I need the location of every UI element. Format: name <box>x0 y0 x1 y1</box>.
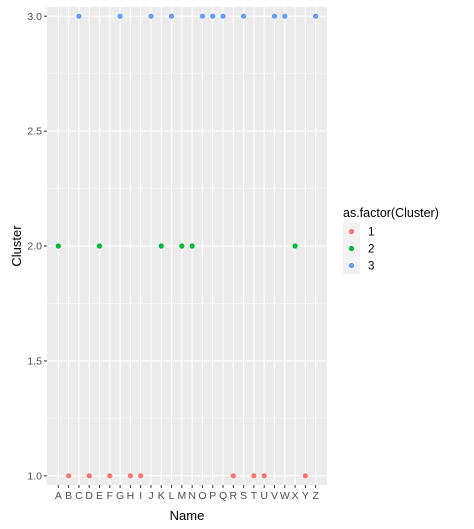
data-point <box>220 13 226 19</box>
legend-label: 1 <box>368 227 374 239</box>
data-point <box>302 473 308 479</box>
x-tick-label: C <box>75 490 83 502</box>
x-tick-label: E <box>96 490 103 502</box>
y-tick-label: 2.5 <box>27 126 42 138</box>
data-point <box>76 13 82 19</box>
y-axis-title: Cluster <box>9 225 24 267</box>
x-tick-label: Y <box>302 490 309 502</box>
data-points <box>55 13 319 479</box>
x-tick-label: G <box>116 490 124 502</box>
data-point <box>199 13 206 19</box>
x-tick-label: F <box>107 490 113 502</box>
data-point <box>86 473 92 479</box>
x-tick-label: R <box>230 490 238 502</box>
data-point <box>117 13 123 19</box>
data-point <box>107 473 113 479</box>
x-tick-label: D <box>85 490 93 502</box>
x-tick-label: I <box>139 490 142 502</box>
x-axis-title: Name <box>170 508 205 523</box>
x-tick-label: O <box>198 490 206 502</box>
y-tick-label: 1.0 <box>27 470 42 482</box>
data-point <box>158 243 164 249</box>
legend: as.factor(Cluster) 1 2 3 <box>343 206 439 274</box>
x-tick-label: S <box>240 490 247 502</box>
data-point <box>251 473 257 479</box>
legend-swatch <box>348 245 355 252</box>
x-tick-label: N <box>188 490 196 502</box>
x-tick-label: J <box>148 490 153 502</box>
x-tick-label: M <box>177 490 186 502</box>
x-tick-label: K <box>158 490 165 502</box>
data-point <box>241 13 247 19</box>
legend-swatch <box>348 262 355 269</box>
x-tick-label: B <box>65 490 72 502</box>
data-point <box>55 243 61 249</box>
x-tick-label: A <box>55 490 62 502</box>
data-point <box>282 13 288 19</box>
data-point <box>210 13 216 19</box>
x-tick-label: U <box>260 490 268 502</box>
data-point <box>138 473 144 479</box>
x-tick-label: Z <box>312 490 319 502</box>
y-tick-label: 1.5 <box>27 356 42 368</box>
data-point <box>179 243 185 249</box>
data-point <box>168 13 175 19</box>
legend-items: 1 2 3 <box>343 223 374 274</box>
data-point <box>292 243 298 249</box>
data-point <box>313 13 319 19</box>
data-point <box>66 473 72 479</box>
data-point <box>230 473 236 479</box>
x-tick-label: V <box>271 490 278 502</box>
y-tick-label: 2.0 <box>27 241 42 253</box>
y-tick-label: 3.0 <box>27 11 42 23</box>
legend-label: 2 <box>368 244 374 256</box>
data-point <box>148 13 154 19</box>
legend-swatch <box>348 228 355 235</box>
x-tick-label: Q <box>219 490 227 502</box>
x-tick-label: X <box>292 490 299 502</box>
x-tick-label: P <box>209 490 216 502</box>
x-tick-label: L <box>169 490 175 502</box>
x-tick-label: T <box>251 490 258 502</box>
data-point <box>96 243 103 249</box>
legend-label: 3 <box>368 261 374 273</box>
data-point <box>261 473 267 479</box>
x-tick-label: H <box>127 490 135 502</box>
grid-minor <box>47 73 327 419</box>
legend-title: as.factor(Cluster) <box>343 206 439 220</box>
x-tick-label: W <box>280 490 290 502</box>
data-point <box>271 13 278 19</box>
y-axis-ticks: 1.0 1.5 2.0 2.5 3.0 <box>27 11 47 482</box>
data-point <box>127 473 133 479</box>
data-point <box>189 243 195 249</box>
